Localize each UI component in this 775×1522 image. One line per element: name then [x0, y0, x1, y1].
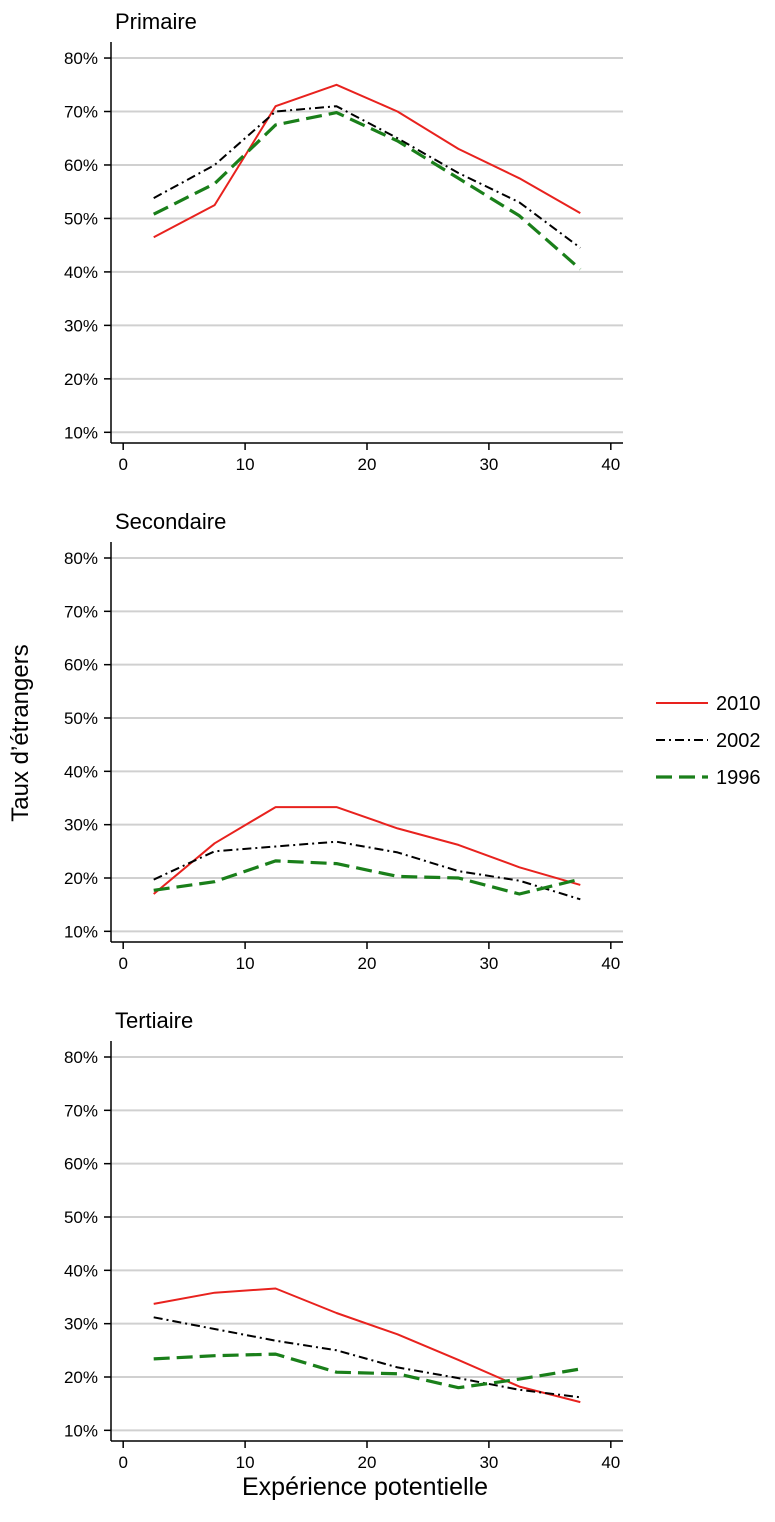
series-line-1996	[153, 859, 581, 896]
legend-label: 2010	[716, 693, 761, 715]
series-line-1996	[153, 1352, 581, 1390]
x-tick-label: 0	[118, 954, 127, 973]
y-tick-label: 30%	[64, 816, 98, 835]
x-axis-label: Expérience potentielle	[242, 1473, 488, 1501]
y-tick-label: 40%	[64, 1261, 98, 1280]
legend-item-2010: 2010	[656, 693, 761, 715]
panel-title: Tertiaire	[115, 1008, 193, 1033]
x-tick-label: 30	[479, 455, 498, 474]
y-tick-label: 20%	[64, 1368, 98, 1387]
y-tick-label: 80%	[64, 49, 98, 68]
x-tick-label: 30	[479, 1453, 498, 1472]
y-tick-label: 60%	[64, 156, 98, 175]
chart-panels: Primaire 10% 20% 30% 40% 50% 60% 70% 80% 0 10 20 30 4…	[64, 9, 623, 1472]
y-tick-label: 10%	[64, 423, 98, 442]
y-tick-label: 30%	[64, 316, 98, 335]
x-tick-label: 10	[236, 455, 255, 474]
y-tick-label: 30%	[64, 1315, 98, 1334]
y-tick-label: 50%	[64, 1208, 98, 1227]
x-tick-label: 30	[479, 954, 498, 973]
y-tick-label: 60%	[64, 656, 98, 675]
legend-item-1996: 1996	[656, 767, 761, 789]
panel-title: Secondaire	[115, 509, 226, 534]
x-tick-label: 10	[236, 954, 255, 973]
chart-panel-tertiaire: Tertiaire 10% 20% 30% 40% 50% 60% 70% 80% 0 10 20 30…	[64, 1008, 623, 1472]
y-tick-label: 70%	[64, 1101, 98, 1120]
series-line-1996	[152, 110, 582, 271]
y-axis-label: Taux d’étrangers	[7, 644, 34, 821]
y-tick-label: 60%	[64, 1155, 98, 1174]
y-tick-label: 20%	[64, 869, 98, 888]
y-tick-label: 40%	[64, 762, 98, 781]
x-tick-label: 0	[118, 455, 127, 474]
y-tick-label: 70%	[64, 103, 98, 122]
x-tick-label: 40	[601, 1453, 620, 1472]
y-tick-label: 10%	[64, 1421, 98, 1440]
y-tick-label: 50%	[64, 709, 98, 728]
series-line-2010	[153, 83, 581, 239]
legend-label: 2002	[716, 730, 761, 752]
legend-label: 1996	[716, 767, 761, 789]
x-tick-label: 20	[358, 954, 377, 973]
y-tick-label: 40%	[64, 263, 98, 282]
series-line-2002	[153, 1316, 581, 1399]
y-tick-label: 80%	[64, 549, 98, 568]
y-tick-label: 80%	[64, 1048, 98, 1067]
chart-panel-primaire: Primaire 10% 20% 30% 40% 50% 60% 70% 80% 0 10 20 30 4…	[64, 9, 623, 474]
y-tick-label: 10%	[64, 922, 98, 941]
legend-item-2002: 2002	[656, 730, 761, 752]
chart-panel-secondaire: Secondaire 10% 20% 30% 40% 50% 60% 70% 80% 0 10 20 3…	[64, 509, 623, 973]
x-tick-label: 20	[358, 455, 377, 474]
x-tick-label: 0	[118, 1453, 127, 1472]
y-tick-label: 50%	[64, 209, 98, 228]
x-tick-label: 10	[236, 1453, 255, 1472]
y-tick-label: 20%	[64, 370, 98, 389]
x-tick-label: 40	[601, 455, 620, 474]
legend: 2010 2002 1996	[656, 693, 761, 789]
x-tick-label: 20	[358, 1453, 377, 1472]
series-line-2002	[153, 105, 581, 249]
series-line-2002	[153, 840, 581, 901]
panel-title: Primaire	[115, 9, 197, 34]
y-tick-label: 70%	[64, 602, 98, 621]
series-line-2010	[153, 806, 581, 895]
series-line-2010	[153, 1287, 581, 1404]
x-tick-label: 40	[601, 954, 620, 973]
